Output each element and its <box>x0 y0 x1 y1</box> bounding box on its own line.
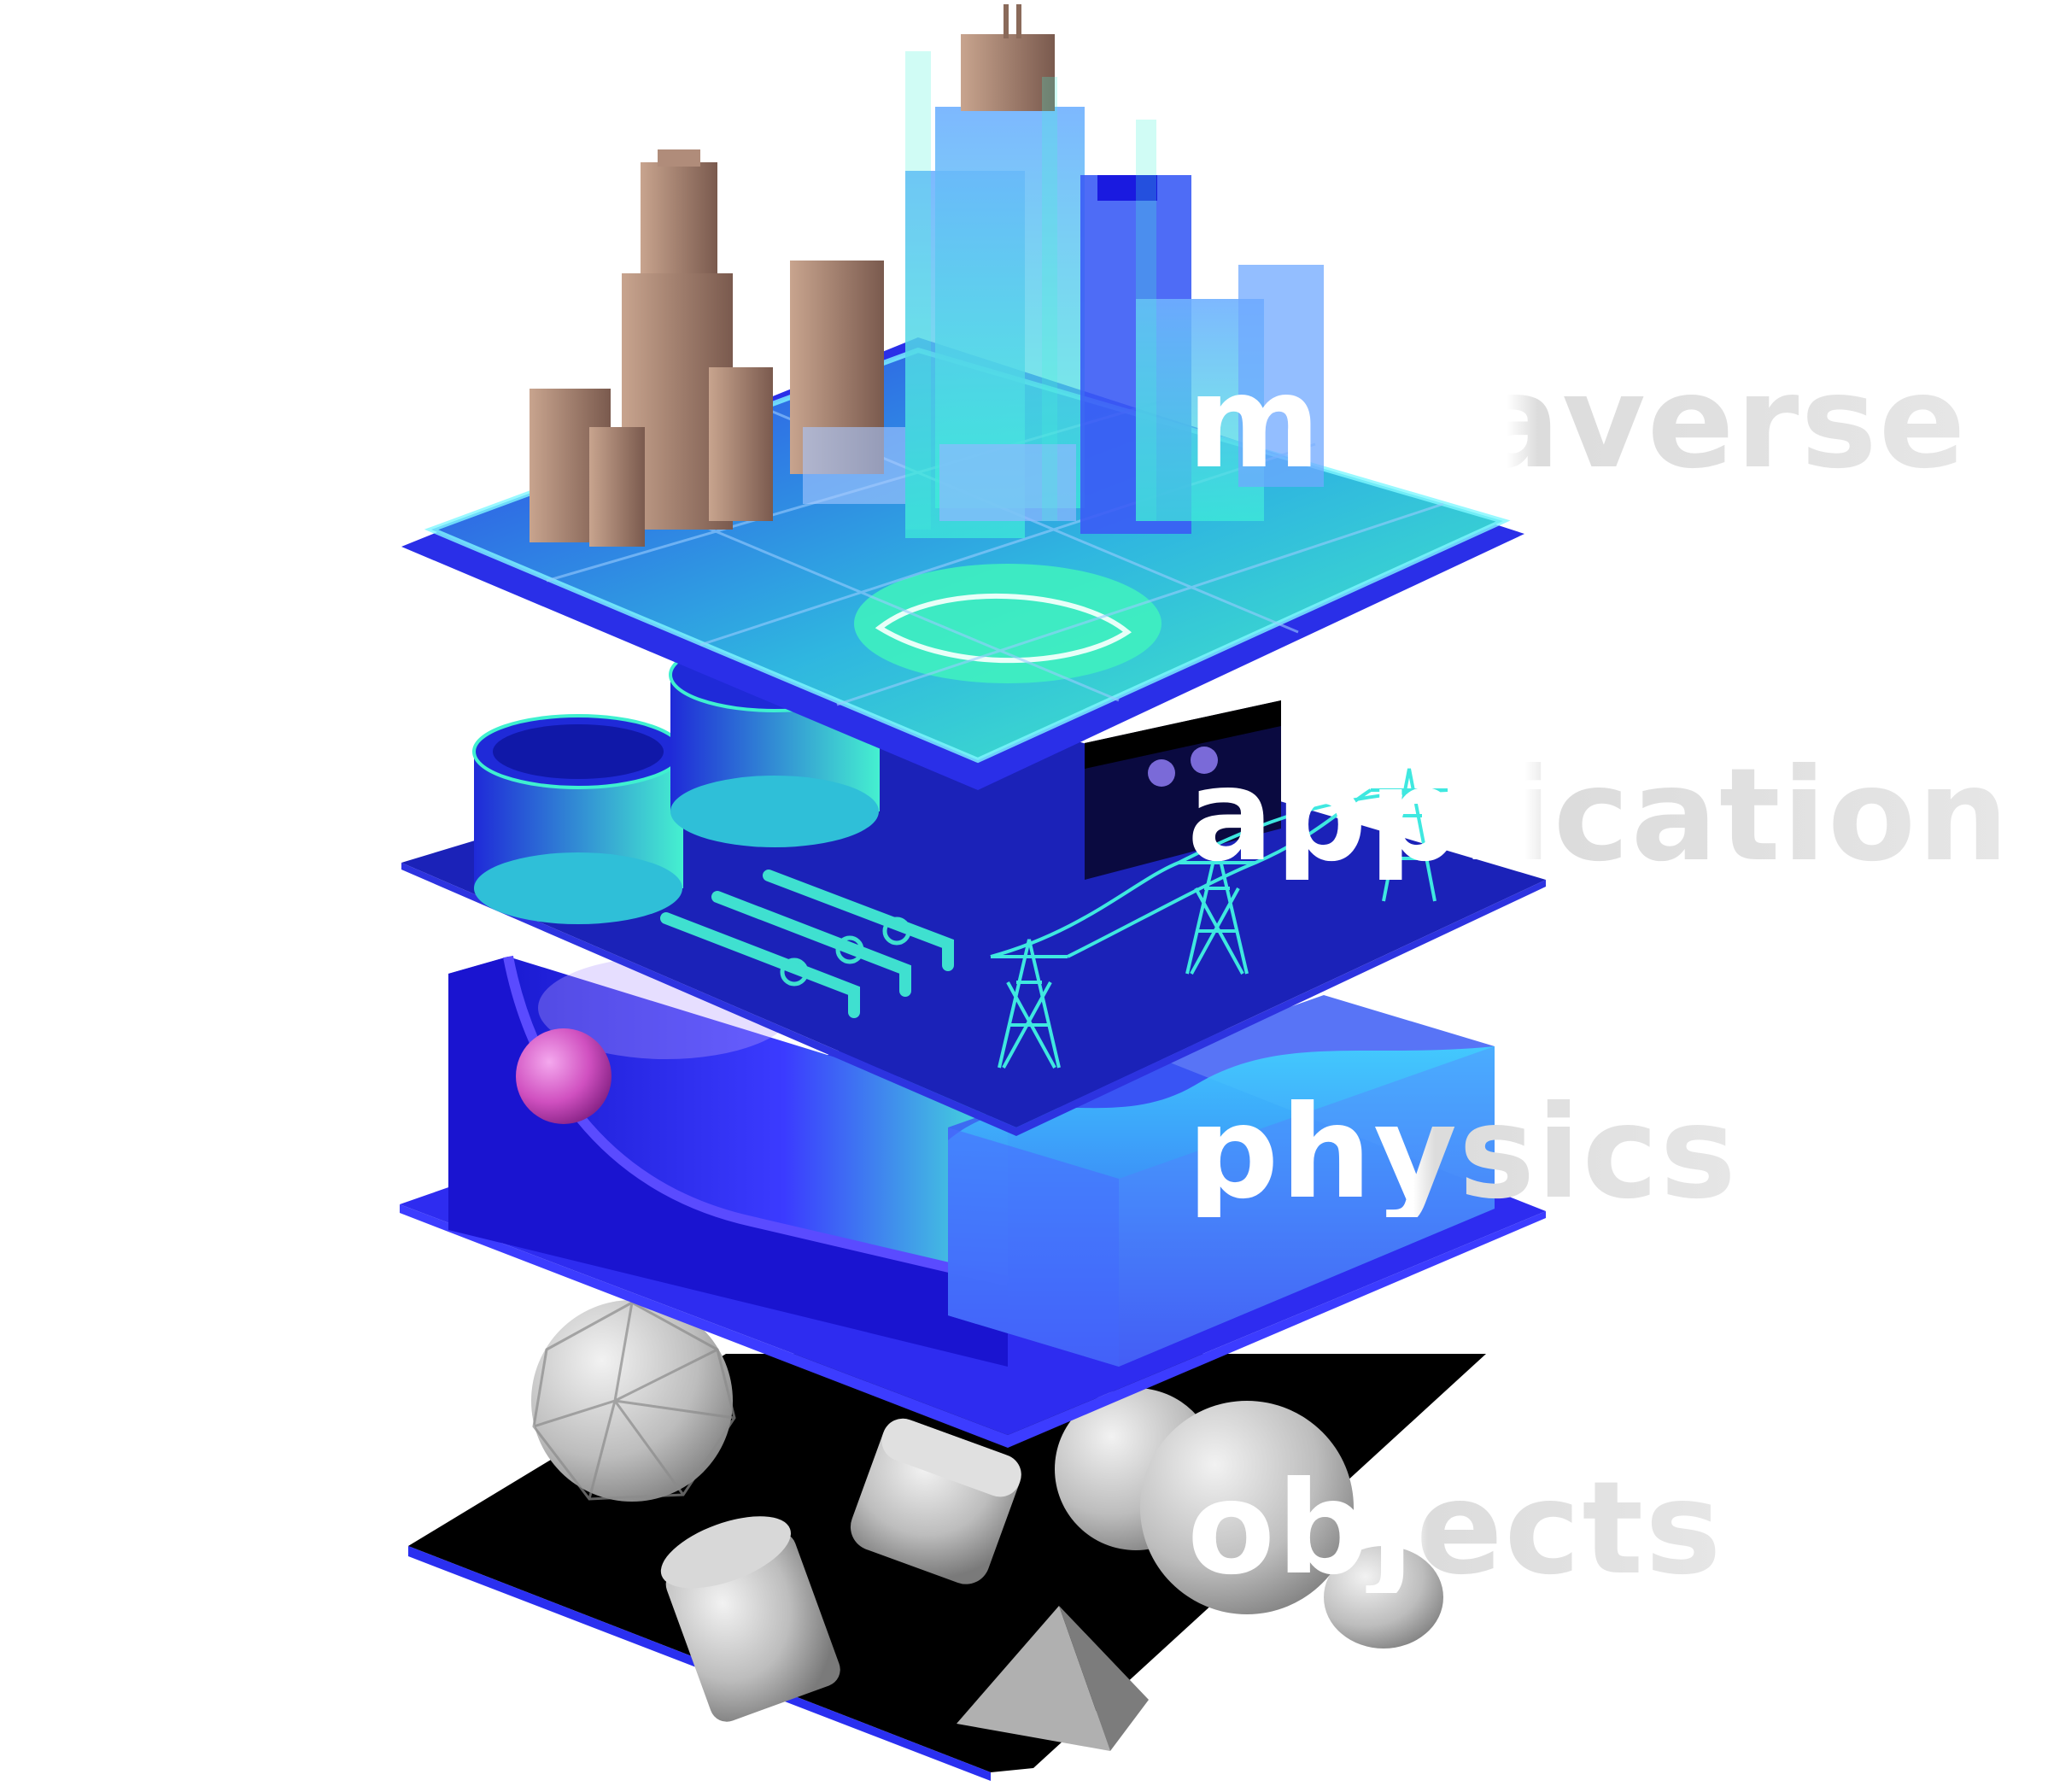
power-tower-icon <box>1371 768 1448 902</box>
valve-icon <box>835 935 864 964</box>
neon-glow <box>905 51 1156 530</box>
icosahedron-shape <box>531 1300 736 1502</box>
building-low-center <box>939 444 1076 521</box>
building-short-left2 <box>589 427 645 547</box>
pyramid-shape <box>957 1606 1149 1751</box>
pipelines <box>660 870 954 1018</box>
sphere-shape <box>1140 1401 1354 1614</box>
objects-layer <box>408 1300 1486 1781</box>
building-far-right <box>1238 265 1324 487</box>
cube-shape <box>850 1418 1021 1584</box>
park-area <box>854 564 1162 683</box>
control-room <box>1085 700 1281 880</box>
water-tank-front <box>948 1127 1119 1367</box>
physics-ball <box>516 1028 611 1124</box>
power-tower-icon <box>991 939 1068 1069</box>
valve-icon <box>780 957 809 987</box>
building-low-left <box>803 427 905 504</box>
building-mid-brown <box>709 367 773 521</box>
small-blob-shape <box>1324 1546 1443 1649</box>
cylinder-shape <box>660 1516 840 1722</box>
storage-tank-left <box>472 714 684 924</box>
valve-icon <box>882 916 911 946</box>
building-skyscraper <box>935 4 1085 508</box>
buildings <box>530 4 1324 547</box>
ramp-curve <box>448 957 1008 1367</box>
metaverse-layer <box>401 4 1524 790</box>
power-lines <box>990 788 1448 958</box>
transmission-towers <box>990 768 1448 1069</box>
